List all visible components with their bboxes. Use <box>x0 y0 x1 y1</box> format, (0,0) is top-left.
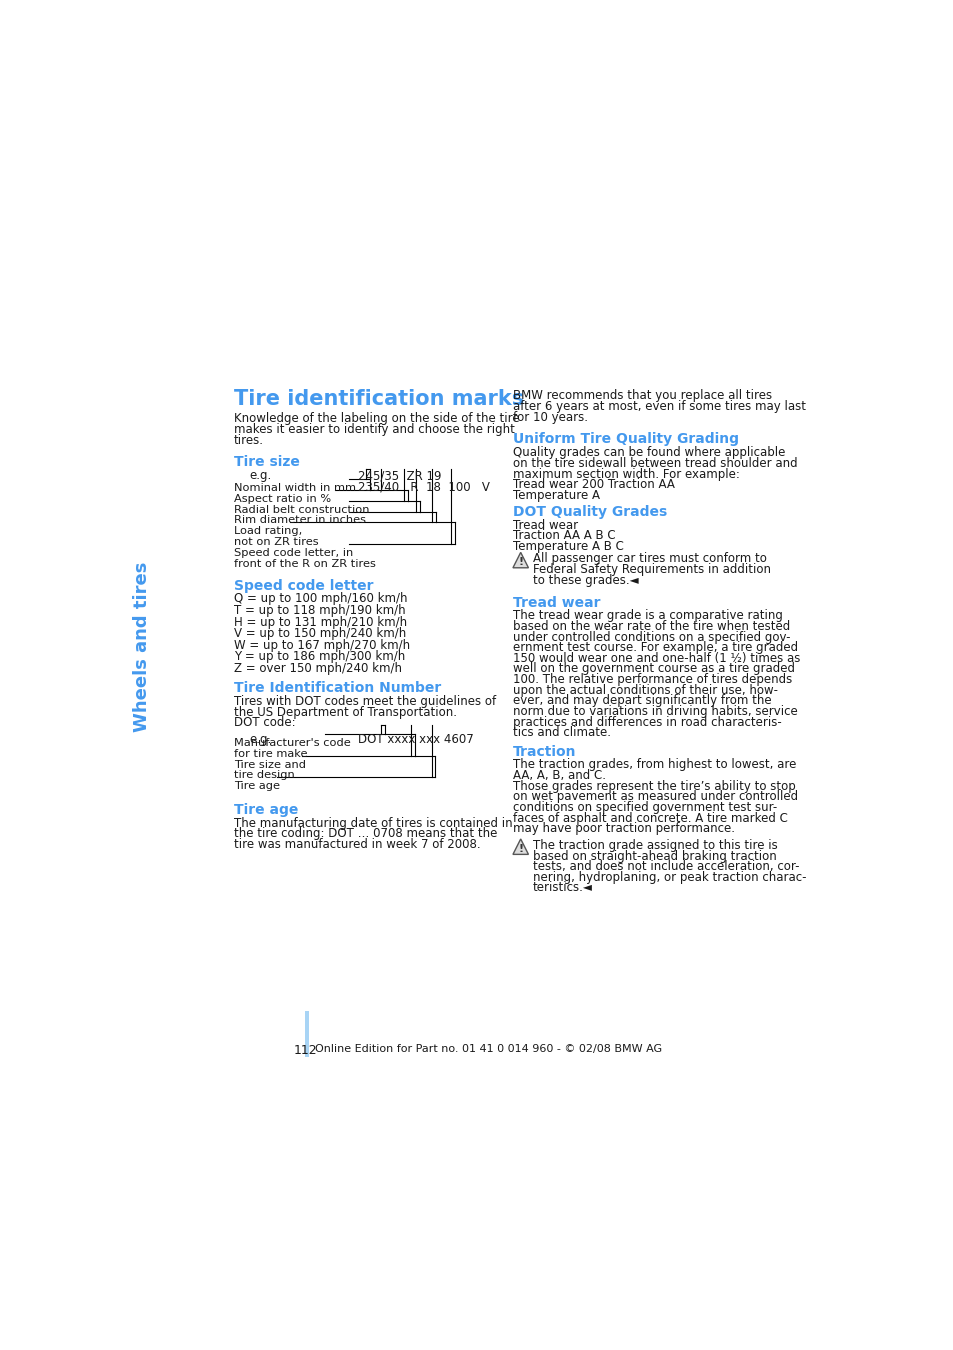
Text: based on the wear rate of the tire when tested: based on the wear rate of the tire when … <box>513 620 789 633</box>
Text: T = up to 118 mph/190 km/h: T = up to 118 mph/190 km/h <box>233 603 405 617</box>
Text: The traction grade assigned to this tire is: The traction grade assigned to this tire… <box>533 838 777 852</box>
Text: ernment test course. For example, a tire graded: ernment test course. For example, a tire… <box>513 641 798 655</box>
Text: !: ! <box>517 844 522 853</box>
Text: faces of asphalt and concrete. A tire marked C: faces of asphalt and concrete. A tire ma… <box>513 811 787 825</box>
Text: 100. The relative performance of tires depends: 100. The relative performance of tires d… <box>513 674 791 686</box>
Text: DOT code:: DOT code: <box>233 717 295 729</box>
Text: Tire size and: Tire size and <box>233 760 306 770</box>
Text: may have poor traction performance.: may have poor traction performance. <box>513 822 734 836</box>
Text: Z = over 150 mph/240 km/h: Z = over 150 mph/240 km/h <box>233 662 401 675</box>
Text: Tire age: Tire age <box>233 803 298 817</box>
Text: ever, and may depart significantly from the: ever, and may depart significantly from … <box>513 694 771 707</box>
Text: Radial belt construction: Radial belt construction <box>233 505 369 514</box>
Text: Those grades represent the tire’s ability to stop: Those grades represent the tire’s abilit… <box>513 780 795 792</box>
Bar <box>305 1011 309 1057</box>
Text: Manufacturer's code: Manufacturer's code <box>233 738 351 748</box>
Text: to these grades.◄: to these grades.◄ <box>533 574 639 587</box>
Text: Online Edition for Part no. 01 41 0 014 960 - © 02/08 BMW AG: Online Edition for Part no. 01 41 0 014 … <box>314 1044 661 1053</box>
Text: Traction: Traction <box>513 745 576 759</box>
Text: Quality grades can be found where applicable: Quality grades can be found where applic… <box>513 446 784 459</box>
Polygon shape <box>513 838 528 855</box>
Text: Rim diameter in inches: Rim diameter in inches <box>233 516 366 525</box>
Text: maximum section width. For example:: maximum section width. For example: <box>513 467 739 481</box>
Text: for 10 years.: for 10 years. <box>513 410 587 424</box>
Text: under controlled conditions on a specified gov-: under controlled conditions on a specifi… <box>513 630 790 644</box>
Text: Tires with DOT codes meet the guidelines of: Tires with DOT codes meet the guidelines… <box>233 695 496 707</box>
Text: Traction AA A B C: Traction AA A B C <box>513 529 615 543</box>
Text: The manufacturing date of tires is contained in: The manufacturing date of tires is conta… <box>233 817 512 829</box>
Text: Temperature A: Temperature A <box>513 489 599 502</box>
Text: Y = up to 186 mph/300 km/h: Y = up to 186 mph/300 km/h <box>233 651 405 663</box>
Text: AA, A, B, and C.: AA, A, B, and C. <box>513 769 605 782</box>
Text: conditions on specified government test sur-: conditions on specified government test … <box>513 801 777 814</box>
Text: DOT Quality Grades: DOT Quality Grades <box>513 505 666 518</box>
Text: Load rating,: Load rating, <box>233 526 302 536</box>
Polygon shape <box>513 552 528 568</box>
Text: Tire Identification Number: Tire Identification Number <box>233 680 440 695</box>
Text: Tread wear: Tread wear <box>513 518 578 532</box>
Text: Tire identification marks: Tire identification marks <box>233 389 523 409</box>
Text: tests, and does not include acceleration, cor-: tests, and does not include acceleration… <box>533 860 799 873</box>
Text: nering, hydroplaning, or peak traction charac-: nering, hydroplaning, or peak traction c… <box>533 871 805 884</box>
Text: Uniform Tire Quality Grading: Uniform Tire Quality Grading <box>513 432 739 447</box>
Text: !: ! <box>517 558 522 567</box>
Text: DOT xxxx xxx 4607: DOT xxxx xxx 4607 <box>357 733 474 747</box>
Text: e.g.: e.g. <box>249 470 272 482</box>
Text: Aspect ratio in %: Aspect ratio in % <box>233 494 331 504</box>
Text: Tread wear: Tread wear <box>513 595 599 609</box>
Text: makes it easier to identify and choose the right: makes it easier to identify and choose t… <box>233 423 515 436</box>
Text: tire was manufactured in week 7 of 2008.: tire was manufactured in week 7 of 2008. <box>233 838 480 850</box>
Text: V = up to 150 mph/240 km/h: V = up to 150 mph/240 km/h <box>233 628 406 640</box>
Text: front of the R on ZR tires: front of the R on ZR tires <box>233 559 375 568</box>
Text: Federal Safety Requirements in addition: Federal Safety Requirements in addition <box>533 563 770 576</box>
Text: W = up to 167 mph/270 km/h: W = up to 167 mph/270 km/h <box>233 639 410 652</box>
Text: after 6 years at most, even if some tires may last: after 6 years at most, even if some tire… <box>513 400 805 413</box>
Text: practices and differences in road characteris-: practices and differences in road charac… <box>513 716 781 729</box>
Text: for tire make: for tire make <box>233 749 307 759</box>
Text: teristics.◄: teristics.◄ <box>533 882 593 895</box>
Text: on wet pavement as measured under controlled: on wet pavement as measured under contro… <box>513 790 798 803</box>
Text: Speed code letter, in: Speed code letter, in <box>233 548 353 558</box>
Text: 235/40   R  18  100   V: 235/40 R 18 100 V <box>357 481 489 493</box>
Text: 112: 112 <box>294 1044 317 1057</box>
Text: tires.: tires. <box>233 433 264 447</box>
Text: e.g.: e.g. <box>249 733 272 747</box>
Text: Knowledge of the labeling on the side of the tire: Knowledge of the labeling on the side of… <box>233 412 519 425</box>
Text: Tire size: Tire size <box>233 455 299 470</box>
Text: The traction grades, from highest to lowest, are: The traction grades, from highest to low… <box>513 759 796 771</box>
Text: Speed code letter: Speed code letter <box>233 579 373 593</box>
Text: upon the actual conditions of their use, how-: upon the actual conditions of their use,… <box>513 683 777 697</box>
Text: norm due to variations in driving habits, service: norm due to variations in driving habits… <box>513 705 797 718</box>
Text: tics and climate.: tics and climate. <box>513 726 610 740</box>
Text: All passenger car tires must conform to: All passenger car tires must conform to <box>533 552 766 566</box>
Text: Q = up to 100 mph/160 km/h: Q = up to 100 mph/160 km/h <box>233 593 407 605</box>
Text: on the tire sidewall between tread shoulder and: on the tire sidewall between tread shoul… <box>513 456 797 470</box>
Text: 245/35  ZR 19: 245/35 ZR 19 <box>357 470 441 482</box>
Text: the tire coding: DOT … 0708 means that the: the tire coding: DOT … 0708 means that t… <box>233 828 497 840</box>
Text: based on straight-ahead braking traction: based on straight-ahead braking traction <box>533 849 776 863</box>
Text: Temperature A B C: Temperature A B C <box>513 540 623 553</box>
Text: well on the government course as a tire graded: well on the government course as a tire … <box>513 663 794 675</box>
Text: Nominal width in mm: Nominal width in mm <box>233 483 355 493</box>
Text: 150 would wear one and one-half (1 ½) times as: 150 would wear one and one-half (1 ½) ti… <box>513 652 800 664</box>
Text: BMW recommends that you replace all tires: BMW recommends that you replace all tire… <box>513 389 771 402</box>
Text: Wheels and tires: Wheels and tires <box>133 562 152 732</box>
Text: Tire age: Tire age <box>233 782 279 791</box>
Text: the US Department of Transportation.: the US Department of Transportation. <box>233 706 456 718</box>
Text: H = up to 131 mph/210 km/h: H = up to 131 mph/210 km/h <box>233 616 407 629</box>
Text: Tread wear 200 Traction AA: Tread wear 200 Traction AA <box>513 478 674 491</box>
Text: tire design: tire design <box>233 771 294 780</box>
Text: not on ZR tires: not on ZR tires <box>233 537 318 547</box>
Text: The tread wear grade is a comparative rating: The tread wear grade is a comparative ra… <box>513 609 782 622</box>
